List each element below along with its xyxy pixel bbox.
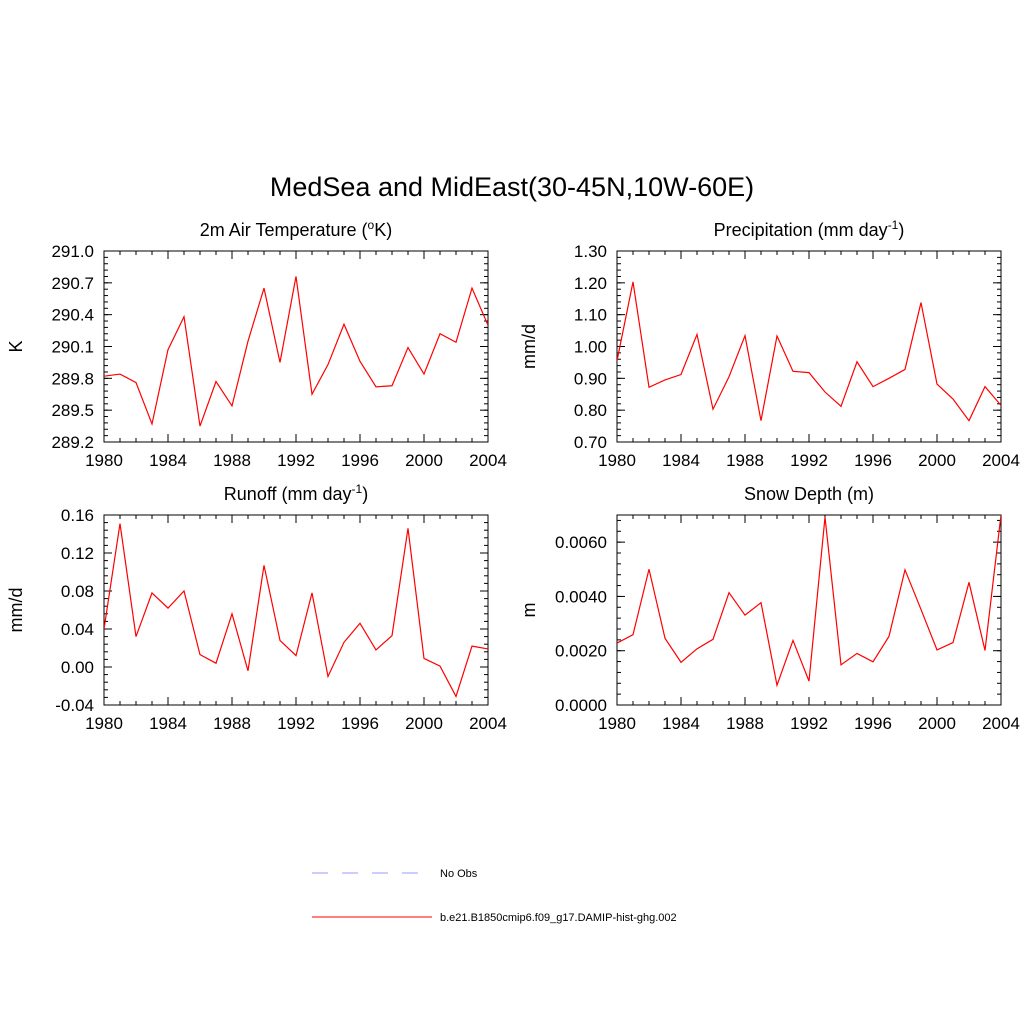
panel-0-xtick-label: 2004 <box>469 451 507 470</box>
panel-2-title-rest: ) <box>362 484 368 504</box>
panel-2-xtick-label: 1980 <box>85 714 123 733</box>
panel-precipitation: Precipitation (mm day-1) mm/d 1980 1984 1988… <box>519 218 1020 470</box>
panel-1-xtick-label: 1996 <box>854 451 892 470</box>
legend-label-no-obs: No Obs <box>440 868 478 880</box>
panel-2-ytick-label: -0.04 <box>55 696 94 715</box>
panel-1-ytick-label: 1.10 <box>574 306 607 325</box>
panel-3-ytick-label: 0.0020 <box>555 642 607 661</box>
panel-2-title: Runoff (mm day-1) <box>224 482 368 504</box>
panel-0-ylabel: K <box>6 340 26 352</box>
panel-3-ylabel: m <box>519 603 539 618</box>
panel-0-xtick-label: 1988 <box>213 451 251 470</box>
panel-2-ytick-label: 0.00 <box>61 658 94 677</box>
panel-3-xtick-label: 1996 <box>854 714 892 733</box>
panel-2-ytick-label: 0.16 <box>61 506 94 525</box>
panel-3-ytick-label: 0.0040 <box>555 587 607 606</box>
panel-1-ylabel: mm/d <box>519 324 539 369</box>
panel-1-xtick-label: 1980 <box>598 451 636 470</box>
panel-2-xtick-label: 2000 <box>405 714 443 733</box>
panel-3-ytick-label: 0.0000 <box>555 696 607 715</box>
panel-1-xtick-label: 2000 <box>918 451 956 470</box>
panel-0-title-sup: o <box>368 218 375 232</box>
panel-3-xtick-label: 1984 <box>662 714 700 733</box>
figure-title: MedSea and MidEast(30-45N,10W-60E) <box>270 172 754 202</box>
panel-1-xtick-label: 1984 <box>662 451 700 470</box>
panel-0-xtick-label: 2000 <box>405 451 443 470</box>
panel-2-xtick-label: 2004 <box>469 714 507 733</box>
panel-0-ytick-label: 289.5 <box>51 401 94 420</box>
panel-runoff: Runoff (mm day-1) mm/d 1980 1984 1988 1992 199… <box>6 482 507 733</box>
panel-0-ytick-label: 291.0 <box>51 242 94 261</box>
panel-3-title: Snow Depth (m) <box>744 484 874 504</box>
panel-0-title: 2m Air Temperature (oK) <box>200 218 392 240</box>
panel-1-series-line-0 <box>617 281 1001 422</box>
panel-3-xtick-label: 2004 <box>982 714 1020 733</box>
panel-2-ytick-label: 0.12 <box>61 544 94 563</box>
panel-1-frame <box>616 250 1002 443</box>
panel-snow-depth: Snow Depth (m) m 1980 1984 1988 1992 1996 2000 2… <box>519 484 1020 733</box>
panel-1-title-rest: ) <box>898 220 904 240</box>
panel-0-title-text: 2m Air Temperature ( <box>200 220 368 240</box>
panel-2-ytick-label: 0.08 <box>61 582 94 601</box>
panel-3-xtick-label: 1992 <box>790 714 828 733</box>
panel-2-ytick-label: 0.04 <box>61 620 94 639</box>
panel-1-xtick-label: 1988 <box>726 451 764 470</box>
panel-0-series-line-0 <box>104 276 488 427</box>
panel-3-xtick-label: 1980 <box>598 714 636 733</box>
legend-label-model: b.e21.B1850cmip6.f09_g17.DAMIP-hist-ghg.… <box>440 912 677 924</box>
panel-0-ytick-label: 290.7 <box>51 274 94 293</box>
panel-0-ytick-label: 289.2 <box>51 433 94 452</box>
panel-3-xtick-label: 2000 <box>918 714 956 733</box>
panel-0-xtick-label: 1984 <box>149 451 187 470</box>
panel-3-xtick-label: 1988 <box>726 714 764 733</box>
panel-air-temperature: 2m Air Temperature (oK) K 1980 1984 1988 1992… <box>6 218 507 470</box>
panel-0-xtick-label: 1996 <box>341 451 379 470</box>
panel-2-ylabel: mm/d <box>6 588 26 633</box>
panel-1-ytick-label: 1.30 <box>574 242 607 261</box>
panel-2-xtick-label: 1996 <box>341 714 379 733</box>
panel-2-xtick-label: 1988 <box>213 714 251 733</box>
panel-3-title-text: Snow Depth (m) <box>744 484 874 504</box>
panel-0-ytick-label: 289.8 <box>51 369 94 388</box>
panel-2-frame <box>103 514 489 706</box>
panel-2-xtick-label: 1984 <box>149 714 187 733</box>
panel-0-xtick-label: 1992 <box>277 451 315 470</box>
panel-1-xtick-label: 2004 <box>982 451 1020 470</box>
panel-1-ytick-label: 1.00 <box>574 338 607 357</box>
panel-1-title-text: Precipitation (mm day <box>714 220 888 240</box>
panel-2-series-line-0 <box>104 523 488 698</box>
panel-2-xtick-label: 1992 <box>277 714 315 733</box>
panel-1-ytick-label: 0.90 <box>574 369 607 388</box>
panel-1-xtick-label: 1992 <box>790 451 828 470</box>
panel-0-xtick-label: 1980 <box>85 451 123 470</box>
panel-0-ytick-label: 290.1 <box>51 338 94 357</box>
panel-1-ytick-label: 0.70 <box>574 433 607 452</box>
panel-1-title-sup: -1 <box>888 218 899 232</box>
panel-2-title-sup: -1 <box>352 482 363 496</box>
panel-1-ytick-label: 0.80 <box>574 401 607 420</box>
legend: No Obs b.e21.B1850cmip6.f09_g17.DAMIP-hi… <box>312 868 677 924</box>
panel-2-title-text: Runoff (mm day <box>224 484 352 504</box>
panel-1-ytick-label: 1.20 <box>574 274 607 293</box>
panel-1-title: Precipitation (mm day-1) <box>714 218 905 240</box>
panel-0-ytick-label: 290.4 <box>51 306 94 325</box>
panel-0-title-rest: K) <box>374 220 392 240</box>
panel-3-ytick-label: 0.0060 <box>555 533 607 552</box>
panel-3-series-line-0 <box>617 515 1001 688</box>
